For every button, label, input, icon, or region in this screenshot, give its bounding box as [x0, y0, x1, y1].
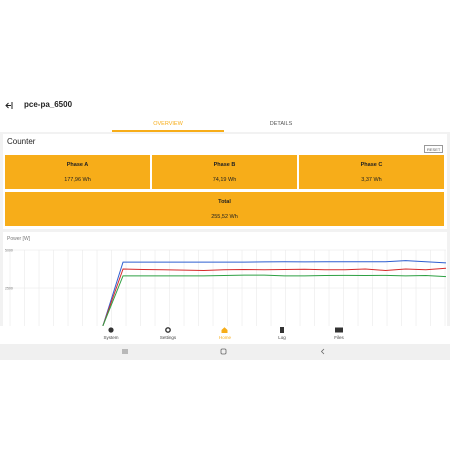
icon	[221, 327, 228, 333]
power-line	[102, 274, 447, 327]
app-screen: pce-pa_6500 OVERVIEW DETAILS Counter RES…	[0, 96, 450, 360]
phase-a-tile: Phase A 177,96 Wh	[5, 155, 150, 189]
tile-value: 74,19 Wh	[212, 177, 237, 183]
power-line	[102, 267, 447, 327]
nav-log[interactable]: Log	[278, 335, 286, 340]
system-buttons	[122, 348, 325, 355]
tile-label: Total	[218, 199, 231, 205]
nav-system[interactable]: System	[103, 335, 119, 340]
icon	[165, 327, 171, 333]
tile-label: Phase B	[213, 162, 236, 168]
tab-indicator	[112, 130, 224, 132]
tab-details[interactable]: DETAILS	[269, 121, 293, 127]
system-bar	[0, 344, 450, 360]
icon	[335, 327, 343, 333]
phase-b-tile: Phase B 74,19 Wh	[152, 155, 297, 189]
phase-c-tile: Phase C 3,37 Wh	[299, 155, 444, 189]
tile-value: 3,37 Wh	[361, 177, 382, 183]
chart-title: Power [W]	[7, 236, 31, 242]
top-bar: pce-pa_6500	[0, 96, 450, 116]
counter-title: Counter	[7, 137, 36, 146]
back-button[interactable]	[5, 101, 14, 110]
reset-button[interactable]: RESET	[424, 145, 444, 153]
bottom-nav: System Settings Home Log Files	[0, 326, 450, 344]
tile-value: 177,96 Wh	[64, 177, 91, 183]
tab-bar: OVERVIEW DETAILS	[0, 116, 450, 132]
total-tile: Total 255,52 Wh	[5, 192, 444, 226]
nav-settings[interactable]: Settings	[159, 335, 177, 340]
icon	[280, 327, 284, 333]
tile-label: Phase A	[66, 162, 89, 168]
power-chart: Power [W] 2500 5000	[5, 236, 447, 327]
power-line	[102, 260, 447, 327]
device-title: pce-pa_6500	[24, 100, 73, 109]
y-tick-label: 2500	[5, 287, 13, 291]
power-card: Power [W] 2500 5000	[3, 232, 447, 327]
tile-label: Phase C	[360, 162, 383, 168]
tab-overview[interactable]: OVERVIEW	[153, 121, 183, 127]
nav-home[interactable]: Home	[218, 335, 231, 340]
y-tick-label: 5000	[5, 249, 13, 253]
icon	[108, 327, 114, 333]
nav-files[interactable]: Files	[334, 335, 344, 340]
tile-value: 255,52 Wh	[211, 214, 238, 220]
counter-card: Counter RESET Phase A 177,96 Wh Phase B 74…	[3, 134, 447, 229]
